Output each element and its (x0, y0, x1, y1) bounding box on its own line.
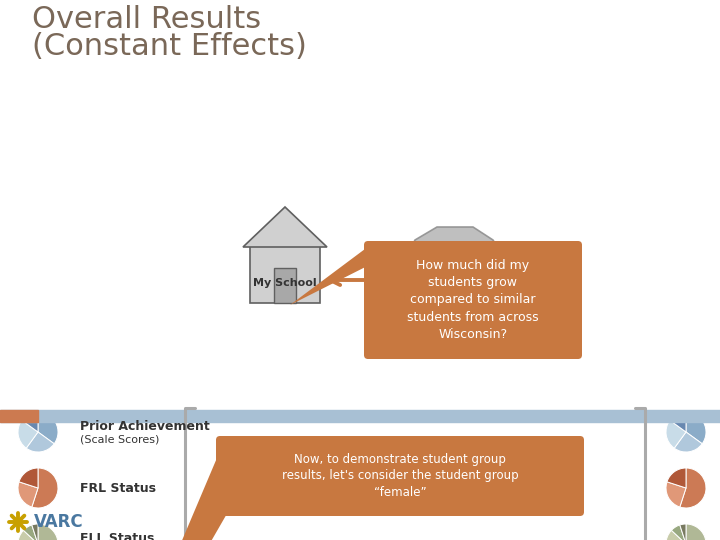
Wedge shape (674, 432, 702, 452)
Text: (Scale Scores): (Scale Scores) (80, 434, 159, 444)
Wedge shape (32, 468, 58, 508)
Text: How much did my
students grow
compared to similar
students from across
Wisconsin: How much did my students grow compared t… (408, 259, 539, 341)
Wedge shape (32, 524, 38, 540)
Wedge shape (680, 524, 686, 540)
Text: FRL Status: FRL Status (80, 482, 156, 495)
Text: Prior Achievement: Prior Achievement (80, 420, 210, 433)
Polygon shape (290, 243, 413, 305)
FancyBboxPatch shape (216, 436, 584, 516)
Bar (250, 245, 320, 303)
Wedge shape (667, 468, 686, 488)
Wedge shape (18, 530, 38, 540)
Wedge shape (666, 530, 686, 540)
Wedge shape (680, 468, 706, 508)
Text: ELL Status: ELL Status (80, 531, 154, 540)
Wedge shape (24, 525, 38, 540)
Text: (Constant Effects): (Constant Effects) (32, 32, 307, 61)
Bar (293, 225, 303, 247)
Wedge shape (18, 420, 38, 448)
Polygon shape (243, 207, 327, 247)
Wedge shape (38, 412, 58, 444)
Polygon shape (403, 227, 510, 337)
Wedge shape (666, 524, 706, 540)
Wedge shape (26, 432, 54, 452)
Wedge shape (666, 482, 686, 507)
Text: Now, to demonstrate student group
results, let's consider the student group
“fem: Now, to demonstrate student group result… (282, 453, 518, 500)
Wedge shape (672, 525, 686, 540)
Bar (0, 410, 720, 422)
Wedge shape (686, 412, 706, 444)
Wedge shape (670, 412, 686, 432)
FancyBboxPatch shape (364, 241, 582, 359)
Wedge shape (18, 482, 38, 507)
Wedge shape (666, 420, 686, 448)
Polygon shape (100, 439, 270, 540)
Bar (274, 268, 296, 303)
Text: My School: My School (253, 278, 317, 288)
Bar (0, 410, 38, 422)
Wedge shape (19, 468, 38, 488)
Wedge shape (22, 412, 38, 432)
Wedge shape (18, 524, 58, 540)
Text: VARC: VARC (34, 513, 84, 531)
Text: Overall Results: Overall Results (32, 5, 261, 34)
